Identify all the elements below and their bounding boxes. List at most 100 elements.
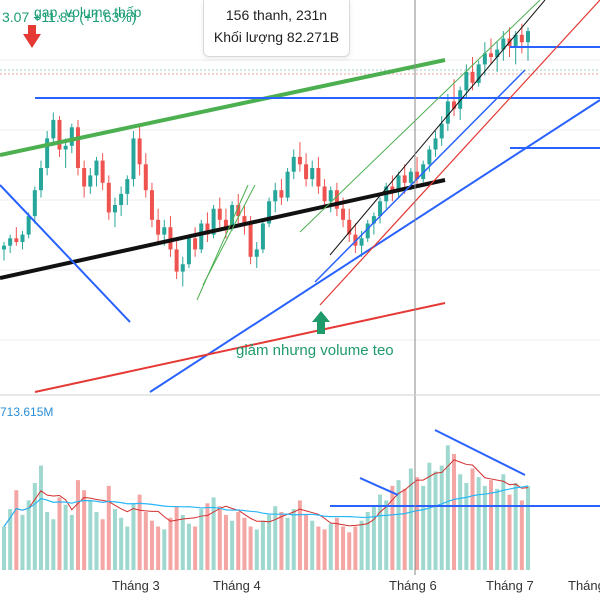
volume-bar — [131, 503, 136, 570]
header-fragment: gap, volume thấp — [34, 4, 142, 20]
volume-bar — [495, 488, 500, 570]
candle-body — [328, 190, 333, 202]
candle-body — [291, 156, 296, 172]
candle-body — [390, 186, 395, 191]
candle-body — [470, 71, 475, 83]
black-trend-line — [0, 178, 446, 280]
candle-body — [174, 249, 179, 272]
down-arrow-icon — [23, 25, 41, 48]
volume-bar — [193, 526, 198, 570]
volume-bar — [445, 445, 450, 570]
candle-body — [285, 171, 290, 198]
candle-body — [230, 205, 235, 228]
volume-bar — [100, 519, 105, 570]
volume-bar — [205, 503, 210, 570]
x-tick-label: Tháng 4 — [213, 578, 261, 593]
candle-body — [452, 101, 457, 109]
candle-body — [334, 190, 339, 209]
volume-bar — [260, 520, 265, 570]
candle-body — [63, 145, 68, 150]
candle-body — [45, 138, 50, 168]
volume-bar — [20, 514, 25, 570]
candle-body — [125, 179, 130, 194]
volume-bar — [199, 509, 204, 570]
candle-body — [82, 168, 87, 187]
volume-bar — [94, 512, 99, 570]
volume-bar — [519, 500, 524, 570]
volume-bar — [316, 526, 321, 570]
volume-bar — [267, 514, 272, 570]
trend-lines — [0, 0, 600, 507]
volume-bar — [396, 480, 401, 570]
header-value: 3.07 +11.85 (+1.63%) — [2, 9, 137, 25]
volume-bar — [408, 468, 413, 570]
volume-bar — [63, 504, 68, 570]
candle-body — [156, 219, 161, 235]
candle-body — [396, 175, 401, 191]
candle-body — [371, 216, 376, 224]
volume-bar — [69, 514, 74, 570]
volume-bar — [304, 514, 309, 570]
volume-bar — [223, 514, 228, 570]
candle-body — [100, 160, 105, 183]
candle-body — [193, 238, 198, 250]
volume-bar — [137, 494, 142, 570]
candle-body — [32, 190, 37, 217]
volume-bar — [156, 526, 161, 570]
volume-bar — [482, 485, 487, 570]
candle-body — [223, 219, 228, 228]
candle-body — [2, 245, 6, 250]
volume-bar — [8, 509, 13, 570]
volume-bar — [507, 494, 512, 570]
volume-bars — [2, 445, 530, 570]
volume-bar — [162, 529, 167, 570]
volume-bar — [353, 526, 358, 570]
volume-bar — [254, 529, 259, 570]
candle-body — [51, 119, 56, 139]
blue-channel-line — [314, 69, 526, 283]
volume-bar — [452, 454, 457, 570]
volume-bar — [341, 526, 346, 570]
volume-bar — [88, 500, 93, 570]
candle-body — [57, 119, 62, 150]
x-tick-label: Tháng 7 — [486, 578, 534, 593]
blue-volume-down-line — [434, 429, 526, 476]
candle-body — [248, 223, 253, 257]
candle-body — [260, 223, 265, 250]
candle-body — [88, 175, 93, 187]
candle-body — [427, 149, 432, 165]
volume-bar — [106, 485, 111, 570]
annotation-volume-low: giảm nhưng volume teo — [236, 342, 394, 359]
header-legend: 3.07 +11.85 (+1.63%) — [2, 9, 136, 25]
volume-bar — [273, 506, 278, 570]
volume-bar — [143, 512, 148, 570]
volume-label: 713.615M — [0, 405, 54, 419]
candle-body — [94, 160, 99, 176]
volume-bar — [14, 490, 19, 570]
volume-bar — [217, 506, 222, 570]
volume-bar — [464, 483, 469, 570]
volume-bar — [82, 490, 87, 570]
volume-bar — [186, 523, 191, 570]
volume-bar — [415, 477, 420, 570]
candle-body — [495, 49, 500, 57]
volume-bar — [26, 500, 31, 570]
volume-bar — [248, 526, 253, 570]
candlesticks — [2, 23, 530, 287]
blue-up-line — [149, 99, 600, 393]
candle-body — [8, 238, 13, 246]
candle-body — [341, 208, 346, 220]
candle-body — [501, 38, 506, 50]
tooltip-line-2: Khối lượng 82.271B — [213, 29, 340, 45]
volume-bar — [402, 488, 407, 570]
candle-body — [439, 123, 444, 139]
volume-bar — [236, 512, 241, 570]
candle-body — [310, 168, 315, 180]
volume-bar — [501, 474, 506, 570]
volume-bar — [45, 512, 50, 570]
candle-body — [526, 31, 530, 43]
volume-bar — [297, 500, 302, 570]
volume-bar — [371, 506, 376, 570]
volume-bar — [149, 520, 154, 570]
